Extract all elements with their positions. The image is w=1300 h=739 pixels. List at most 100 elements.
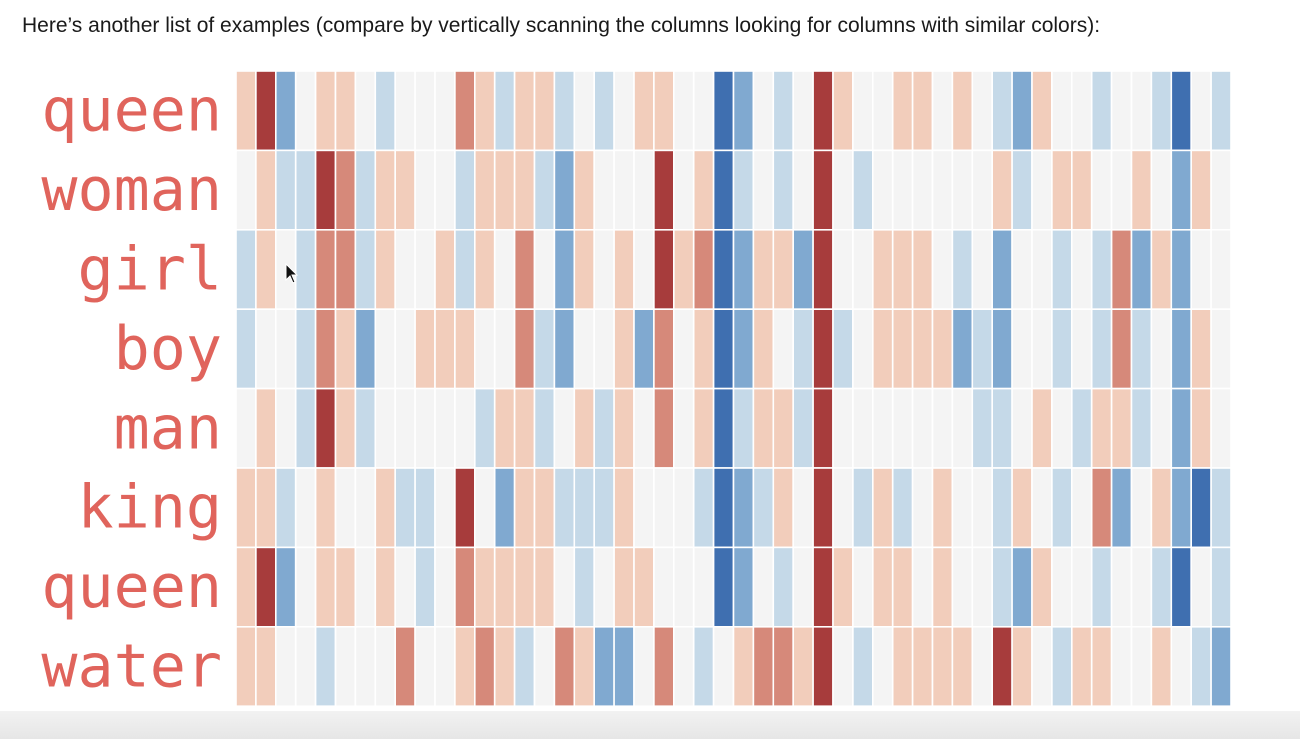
heatmap-cell: [832, 467, 854, 549]
heatmap-cell: [852, 467, 874, 549]
heatmap-cell: [752, 149, 775, 231]
heatmap-cell: [672, 467, 695, 549]
heatmap-cell: [732, 229, 755, 311]
heatmap-cell: [1011, 308, 1033, 390]
heatmap-cell: [1090, 387, 1113, 469]
row-label-man: man: [114, 393, 222, 463]
heatmap-cell: [434, 70, 456, 152]
heatmap-cell: [692, 149, 715, 231]
heatmap-cell: [1071, 229, 1093, 311]
heatmap-cell: [334, 308, 357, 390]
row-label-girl: girl: [78, 235, 223, 305]
heatmap-cell: [672, 625, 695, 707]
heatmap-cell: [1210, 546, 1232, 628]
heatmap-cell: [294, 70, 317, 152]
heatmap-cell: [1190, 625, 1212, 707]
heatmap-cell: [1150, 467, 1173, 549]
heatmap-cell: [1130, 625, 1153, 707]
heatmap-cell: [1150, 387, 1173, 469]
heatmap-cell: [991, 467, 1013, 549]
heatmap-cell: [792, 625, 814, 707]
heatmap-cell: [374, 149, 396, 231]
heatmap-cell: [354, 149, 377, 231]
heatmap-cell: [533, 229, 556, 311]
heatmap-cell: [633, 229, 655, 311]
heatmap-cell: [1210, 308, 1232, 390]
heatmap-cell: [653, 308, 675, 390]
heatmap-cell: [732, 70, 755, 152]
heatmap-cell: [832, 387, 854, 469]
heatmap-cell: [274, 70, 297, 152]
heatmap-cell: [314, 467, 337, 549]
heatmap-cell: [493, 625, 516, 707]
heatmap-cell: [812, 149, 834, 231]
heatmap-cell: [235, 546, 257, 628]
heatmap-cell: [613, 467, 635, 549]
heatmap-cell: [553, 229, 576, 311]
heatmap-cell: [672, 149, 695, 231]
heatmap-cell: [274, 546, 297, 628]
heatmap-cell: [971, 546, 993, 628]
heatmap-cell: [593, 308, 615, 390]
heatmap-cell: [314, 229, 337, 311]
heatmap-cell: [991, 149, 1013, 231]
heatmap-cell: [493, 308, 516, 390]
row-label-woman: woman: [41, 155, 222, 225]
heatmap-cell: [374, 308, 396, 390]
heatmap-cell: [832, 625, 854, 707]
heatmap-cell: [1190, 70, 1212, 152]
heatmap-cell: [891, 149, 914, 231]
heatmap-cell: [812, 546, 834, 628]
heatmap-cell: [1011, 546, 1033, 628]
heatmap-cell: [374, 229, 396, 311]
heatmap-cell: [593, 546, 615, 628]
heatmap-cell: [1071, 308, 1093, 390]
heatmap-cell: [852, 625, 874, 707]
heatmap-cell: [792, 229, 814, 311]
heatmap-cell: [1071, 70, 1093, 152]
heatmap-cell: [792, 546, 814, 628]
heatmap-cell: [812, 70, 834, 152]
heatmap-cell: [672, 229, 695, 311]
heatmap-cell: [1110, 70, 1133, 152]
heatmap-cell: [374, 70, 396, 152]
heatmap-cell: [414, 149, 436, 231]
heatmap-cell: [752, 387, 775, 469]
heatmap-cell: [931, 149, 954, 231]
heatmap-cell: [832, 308, 854, 390]
heatmap-cell: [255, 149, 277, 231]
heatmap-cell: [334, 625, 357, 707]
heatmap-cell: [294, 149, 317, 231]
heatmap-cell: [573, 149, 595, 231]
heatmap-cell: [1150, 546, 1173, 628]
heatmap-cell: [573, 387, 595, 469]
heatmap-cell: [354, 546, 377, 628]
heatmap-cell: [513, 149, 536, 231]
heatmap-cell: [1090, 229, 1113, 311]
heatmap-cell: [1071, 149, 1093, 231]
heatmap-cell: [493, 229, 516, 311]
heatmap-cell: [1051, 70, 1073, 152]
heatmap-cell: [1170, 546, 1193, 628]
heatmap-cell: [1210, 149, 1232, 231]
heatmap-cell: [394, 70, 416, 152]
heatmap-cell: [274, 387, 297, 469]
heatmap-cell: [752, 70, 775, 152]
heatmap-cell: [394, 149, 416, 231]
heatmap-cell: [812, 625, 834, 707]
heatmap-cell: [374, 546, 396, 628]
heatmap-cell: [573, 229, 595, 311]
heatmap-cell: [672, 546, 695, 628]
heatmap-cell: [613, 149, 635, 231]
heatmap-cell: [971, 467, 993, 549]
heatmap-cell: [533, 467, 556, 549]
heatmap-cell: [911, 546, 934, 628]
heatmap-cell: [613, 387, 635, 469]
heatmap-cell: [871, 149, 894, 231]
heatmap-cell: [235, 308, 257, 390]
heatmap-cell: [513, 625, 536, 707]
heatmap-cell: [533, 387, 556, 469]
heatmap-cell: [871, 229, 894, 311]
heatmap-cell: [1150, 308, 1173, 390]
heatmap-cell: [513, 70, 536, 152]
